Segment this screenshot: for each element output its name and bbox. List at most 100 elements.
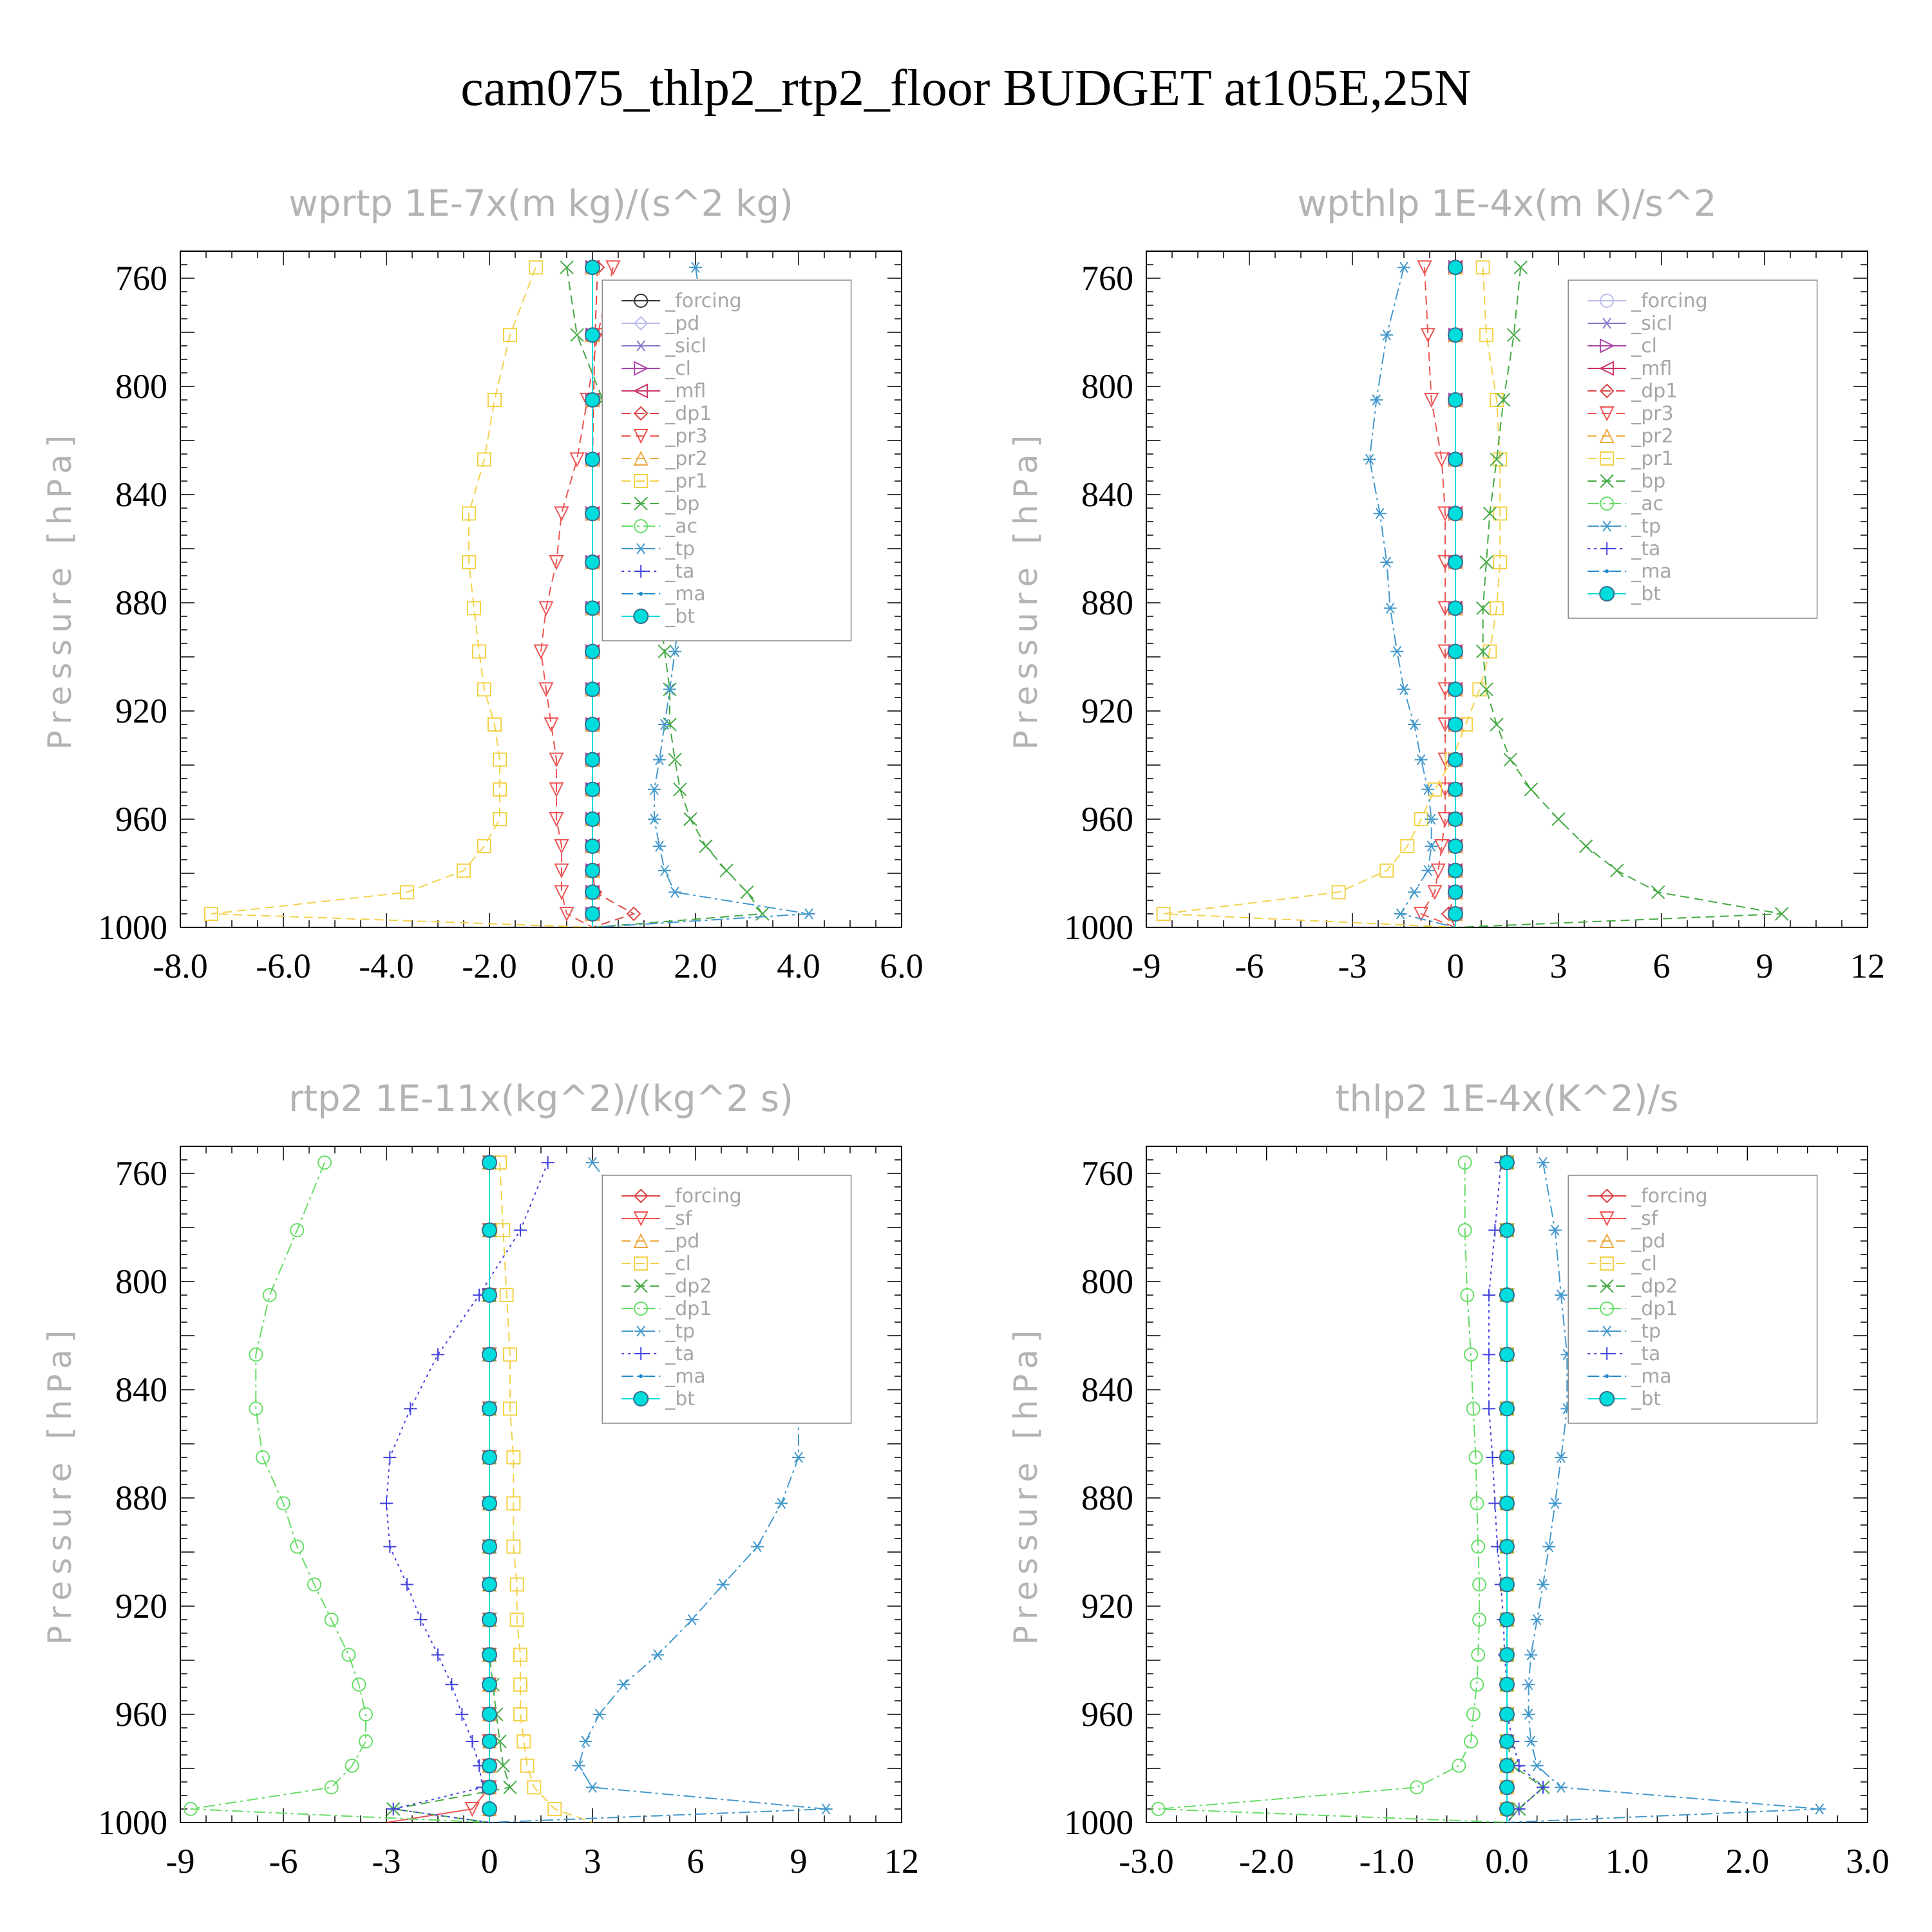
legend-marker bbox=[1600, 1279, 1614, 1293]
data-point_pr1 bbox=[488, 393, 502, 407]
x-tick-label: 6 bbox=[1653, 947, 1671, 985]
data-point_pr1 bbox=[477, 839, 491, 853]
data-point_ta bbox=[445, 1678, 459, 1691]
data-point_bp bbox=[1506, 328, 1521, 342]
legend-marker bbox=[1600, 1302, 1615, 1316]
legend-marker bbox=[1600, 317, 1614, 329]
data-point_bt bbox=[1448, 862, 1463, 878]
legend-marker bbox=[634, 474, 649, 488]
data-point_bp bbox=[1609, 864, 1624, 878]
data-point_bt bbox=[585, 906, 600, 922]
data-point_ta bbox=[1488, 1497, 1502, 1510]
data-point_bp bbox=[1651, 885, 1665, 900]
data-point_bt bbox=[1448, 327, 1463, 343]
data-point_bt bbox=[482, 1347, 497, 1363]
data-point_ta bbox=[431, 1348, 444, 1361]
data-point_tp bbox=[1548, 1497, 1562, 1509]
data-point_bp bbox=[719, 864, 734, 878]
data-point_tp bbox=[1555, 1781, 1567, 1793]
legend-marker bbox=[634, 1279, 648, 1293]
legend-marker bbox=[1599, 586, 1615, 601]
series-line_dp1 bbox=[1158, 1162, 1508, 1823]
data-point_dp2 bbox=[503, 1780, 517, 1795]
x-tick-label: 6 bbox=[687, 1842, 705, 1880]
data-point_ta bbox=[466, 1735, 479, 1748]
data-point_ta bbox=[1486, 1451, 1499, 1464]
legend-marker bbox=[634, 565, 648, 578]
data-point_pr1 bbox=[493, 782, 507, 797]
data-point_ta bbox=[1488, 1224, 1502, 1237]
data-point_cl bbox=[506, 1539, 521, 1554]
data-point_bt bbox=[585, 752, 600, 768]
data-point_tp bbox=[802, 908, 815, 920]
data-point_bt bbox=[1499, 1287, 1515, 1303]
data-point_bt bbox=[585, 838, 600, 854]
data-point_bp bbox=[1475, 644, 1490, 659]
x-tick-label: 9 bbox=[790, 1842, 808, 1880]
series-line_dp1 bbox=[190, 1162, 490, 1823]
data-point_bt bbox=[585, 260, 600, 276]
y-tick-label: 880 bbox=[115, 1479, 167, 1517]
data-point_pr3 bbox=[538, 601, 554, 616]
data-point_tp bbox=[1370, 394, 1383, 406]
data-point_dp2 bbox=[496, 1759, 511, 1773]
data-point_tp bbox=[1380, 329, 1394, 341]
wpthlp-panel: wpthlp 1E-4x(m K)/s^2 Pressure [hPa] 760 80… bbox=[1007, 183, 1885, 985]
data-point_tp bbox=[1530, 1614, 1544, 1625]
data-point_dp1 bbox=[324, 1613, 339, 1627]
data-point_dp1 bbox=[317, 1155, 332, 1170]
data-point_dp1 bbox=[184, 1802, 198, 1816]
legend-marker bbox=[1599, 383, 1615, 399]
data-point_pr3 bbox=[1430, 863, 1446, 879]
data-point_bt bbox=[1448, 260, 1463, 276]
data-point_pr3 bbox=[1424, 393, 1439, 408]
legend-entry: _cl bbox=[1631, 1253, 1657, 1275]
data-point_tp bbox=[819, 1803, 833, 1815]
data-point_bp bbox=[673, 782, 687, 797]
series-line_dp2 bbox=[393, 1162, 511, 1823]
data-point_bt bbox=[1499, 1612, 1515, 1627]
legend-marker bbox=[1600, 1256, 1615, 1271]
legend-marker bbox=[634, 1325, 648, 1337]
series-line_tp bbox=[1506, 1162, 1820, 1823]
data-point_tp bbox=[751, 1541, 764, 1553]
data-point_bp bbox=[1496, 393, 1511, 407]
data-point_ta bbox=[1537, 1781, 1549, 1794]
legend-marker bbox=[634, 1302, 649, 1316]
y-tick-label: 760 bbox=[1081, 259, 1133, 298]
data-point_ta bbox=[383, 1451, 397, 1464]
data-point_bp bbox=[1774, 907, 1789, 921]
x-tick-label: -6 bbox=[1235, 947, 1264, 985]
legend-entry: _forcing bbox=[665, 290, 741, 312]
data-point_tp bbox=[653, 840, 666, 852]
data-point_bp bbox=[668, 752, 682, 767]
data-point_tp bbox=[792, 1452, 805, 1463]
legend-marker bbox=[1599, 1233, 1615, 1248]
data-point_tp bbox=[1425, 813, 1438, 825]
data-point_tp bbox=[1363, 453, 1376, 465]
data-point_bt bbox=[585, 781, 600, 797]
data-point_cl bbox=[506, 1496, 521, 1511]
data-point_bt bbox=[482, 1647, 497, 1663]
legend-entry: _tp bbox=[665, 1320, 695, 1343]
legend-entry: _dp2 bbox=[665, 1275, 712, 1298]
panel-title: wpthlp 1E-4x(m K)/s^2 bbox=[1297, 183, 1716, 225]
data-point_tp bbox=[1394, 908, 1407, 920]
legend-entry: _bt bbox=[1631, 1388, 1661, 1410]
y-tick-label: 880 bbox=[1081, 583, 1133, 622]
data-point_bt bbox=[1499, 1734, 1515, 1749]
data-point_bt bbox=[1448, 811, 1463, 827]
legend-entry: _tp bbox=[665, 538, 695, 560]
y-tick-label: 880 bbox=[1081, 1479, 1133, 1517]
series-line_cl bbox=[499, 1162, 593, 1823]
series-line_dp1 bbox=[1448, 267, 1456, 927]
legend-entry: _ac bbox=[1631, 493, 1663, 515]
x-tick-label: 0 bbox=[1447, 947, 1464, 985]
x-tick-label: -6.0 bbox=[256, 947, 310, 985]
data-point_pr1 bbox=[1493, 452, 1508, 467]
legend-marker bbox=[634, 1347, 648, 1360]
data-point_tp bbox=[1380, 556, 1394, 568]
legend-entry: _pr2 bbox=[665, 448, 707, 470]
data-point_pr1 bbox=[1493, 555, 1508, 569]
data-point_dp1 bbox=[1452, 1758, 1466, 1773]
